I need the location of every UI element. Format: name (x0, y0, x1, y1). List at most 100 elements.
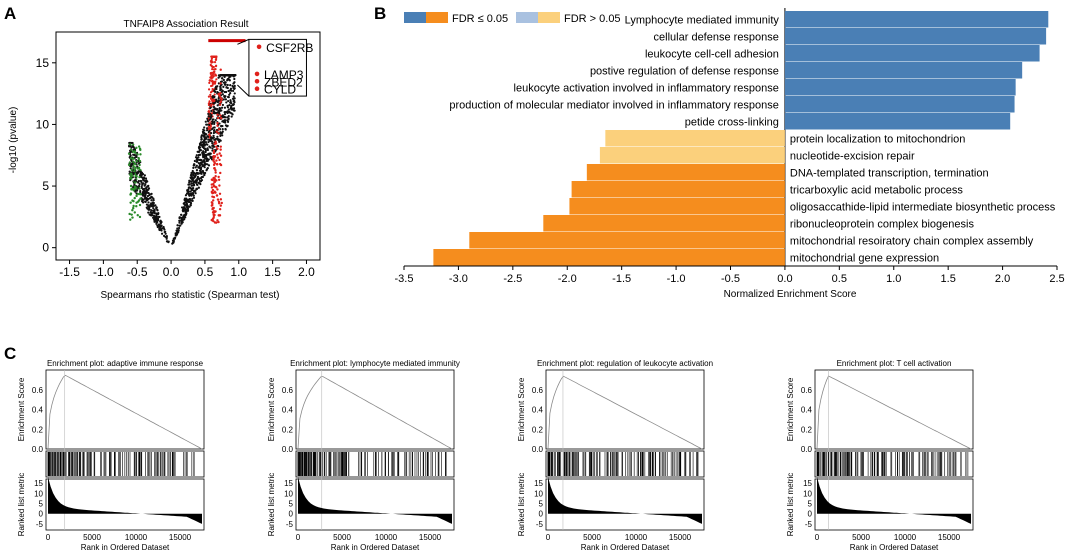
legend-swatch-ns-down (538, 12, 560, 23)
data-point (138, 163, 141, 167)
data-point (209, 71, 212, 75)
highlighted-gene-dot (254, 86, 260, 91)
data-point (132, 157, 135, 160)
data-point-positive (215, 145, 218, 149)
data-point (211, 147, 214, 150)
data-point (216, 104, 219, 107)
data-point (209, 155, 212, 158)
data-point (137, 170, 140, 174)
metric-tick-label: 15 (284, 479, 293, 488)
metric-ylabel: Ranked list metric (786, 473, 795, 537)
data-point-positive (216, 198, 220, 201)
data-point-positive (219, 114, 222, 117)
data-point-negative (135, 201, 138, 204)
data-point (224, 98, 228, 101)
data-point (212, 118, 215, 121)
data-point (187, 190, 190, 193)
hits-frame (45, 450, 205, 478)
category-label: production of molecular mediator involve… (449, 99, 779, 111)
data-point (198, 177, 201, 181)
rank-tick-label: 15000 (419, 533, 442, 542)
highlighted-gene-label: CSF2RB (266, 41, 313, 55)
bar (784, 45, 1040, 62)
data-point (180, 213, 183, 216)
data-point (205, 123, 208, 126)
metric-tick-label: -5 (536, 520, 544, 529)
data-point (205, 133, 208, 136)
data-point (200, 175, 203, 179)
data-point-positive (210, 186, 214, 189)
es-tick-label: 0.6 (32, 386, 44, 395)
data-point-positive (216, 124, 219, 127)
data-point (223, 110, 226, 114)
data-point (221, 128, 224, 131)
data-point (172, 241, 175, 244)
data-point-positive (217, 132, 220, 135)
x-tick-label: 1.5 (264, 265, 281, 279)
metric-area (548, 477, 702, 524)
metric-area (48, 477, 202, 524)
data-point (221, 134, 224, 137)
data-point (203, 126, 206, 129)
data-point (226, 124, 229, 127)
data-point-negative (131, 150, 135, 153)
rank-tick-label: 10000 (625, 533, 648, 542)
data-point-negative (135, 194, 138, 198)
data-point (156, 209, 159, 212)
data-point (155, 206, 158, 209)
data-point (188, 205, 191, 208)
data-point (209, 115, 212, 118)
data-point (230, 107, 234, 110)
bar (784, 11, 1049, 28)
data-point (138, 187, 141, 190)
data-point (145, 188, 148, 191)
zoom-connector (237, 84, 250, 97)
data-point (149, 203, 152, 206)
data-point (223, 74, 226, 77)
es-frame (295, 369, 455, 450)
rank-tick-label: 5000 (852, 533, 870, 542)
metric-tick-label: 15 (803, 479, 812, 488)
data-point (189, 190, 192, 193)
bar (605, 130, 785, 147)
category-label: DNA-templated transcription, termination (790, 167, 989, 179)
es-tick-label: 0.6 (801, 386, 813, 395)
data-point (195, 168, 199, 172)
data-point (217, 96, 220, 100)
data-point (157, 225, 161, 228)
data-point (209, 95, 213, 98)
data-point-positive (211, 178, 215, 182)
data-point (207, 88, 211, 91)
data-point (221, 77, 224, 80)
panel-a-xlabel: Spearmans rho statistic (Spearman test) (101, 290, 280, 301)
data-point (149, 211, 152, 214)
data-point (194, 174, 197, 177)
data-point (199, 146, 202, 149)
data-point (200, 172, 203, 175)
rank-xlabel: Rank in Ordered Dataset (81, 543, 170, 552)
data-point (147, 201, 150, 204)
zoom-box (248, 38, 307, 97)
data-point (221, 103, 225, 107)
data-point (232, 82, 235, 85)
data-point (165, 240, 169, 243)
data-point (163, 228, 166, 231)
data-point (211, 55, 214, 58)
data-point (176, 227, 179, 230)
data-point-positive (212, 199, 215, 202)
data-point (138, 176, 141, 179)
es-ylabel: Enrichment Score (267, 377, 276, 441)
data-point (199, 161, 202, 164)
rank-xlabel: Rank in Ordered Dataset (331, 543, 420, 552)
es-tick-label: 0.2 (801, 425, 813, 434)
data-point (221, 131, 224, 134)
data-point (188, 197, 192, 201)
data-point (222, 98, 225, 101)
es-tick-label: 0.0 (801, 445, 813, 454)
data-point-positive (219, 171, 222, 175)
data-point (195, 156, 199, 160)
panel-b-xlabel: Normalized Enrichment Score (724, 289, 857, 300)
data-point (138, 182, 141, 186)
data-point (206, 123, 210, 126)
data-point (222, 119, 225, 122)
